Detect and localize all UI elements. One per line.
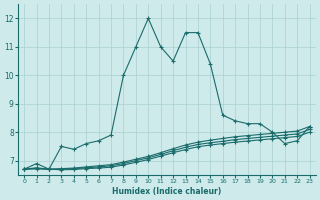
X-axis label: Humidex (Indice chaleur): Humidex (Indice chaleur) — [112, 187, 221, 196]
